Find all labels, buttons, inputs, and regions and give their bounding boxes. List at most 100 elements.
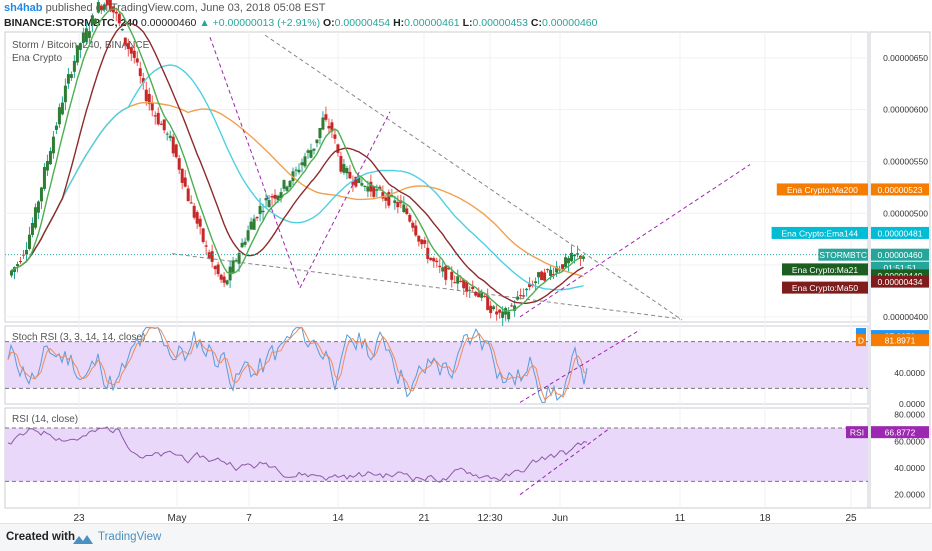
candle-body — [390, 195, 394, 197]
rsi-value-bg — [871, 426, 929, 439]
series-tag-value-bg — [871, 275, 929, 288]
series-tag-name-bg — [771, 226, 868, 239]
candle-body — [30, 222, 34, 235]
y-tick-label: 0.00000600 — [883, 105, 928, 115]
low-label: L: — [462, 17, 473, 29]
candle-body — [264, 198, 268, 201]
stoch-band — [5, 341, 868, 389]
x-tick-label: 14 — [332, 513, 344, 523]
candle-body — [132, 50, 136, 58]
candle-body — [54, 125, 58, 130]
candle-body — [540, 271, 544, 281]
rsi-tick: 20.0000 — [894, 490, 925, 500]
candle-body — [321, 117, 325, 130]
candle-body — [561, 264, 565, 269]
candle-body — [552, 273, 556, 275]
candle-body — [108, 0, 112, 12]
candle-body — [276, 195, 280, 201]
candle-body — [510, 305, 514, 307]
candle-body — [444, 265, 448, 280]
candle-body — [66, 74, 70, 84]
candle-body — [459, 280, 463, 282]
candle-body — [237, 253, 241, 264]
candle-body — [192, 205, 196, 218]
candle-body — [153, 115, 157, 117]
candle-body — [453, 282, 457, 284]
candle-body — [186, 188, 190, 202]
candle-body — [477, 292, 481, 298]
candle-body — [252, 218, 256, 230]
candle-body — [570, 252, 574, 262]
candle-body — [375, 189, 379, 191]
stoch-d-bg — [871, 334, 929, 347]
candle-body — [24, 249, 28, 255]
candle-body — [450, 271, 454, 280]
candle-body — [492, 306, 496, 310]
candle-body — [90, 15, 94, 25]
pane-frame-0 — [4, 31, 869, 323]
series-tag-value: 0.00000460 — [878, 250, 923, 260]
candle-body — [438, 265, 442, 268]
rsi-band — [5, 428, 868, 482]
candle-body — [150, 102, 154, 111]
candle-body — [207, 252, 211, 259]
candle-body — [342, 164, 346, 173]
footer: Created with TradingView — [0, 523, 932, 551]
stoch-title: Stoch RSI (3, 3, 14, 14, close) — [12, 332, 145, 343]
candle-body — [144, 89, 148, 102]
candle-body — [420, 239, 424, 245]
candle-body — [99, 6, 103, 10]
candle-body — [447, 267, 451, 270]
candle-body — [366, 186, 370, 192]
candle-body — [363, 185, 367, 187]
series-tag-value: 0.00000434 — [878, 277, 923, 287]
candle-body — [294, 169, 298, 171]
stoch-tick: 40.0000 — [894, 368, 925, 378]
tradingview-brand[interactable]: TradingView — [98, 531, 162, 543]
rsi-line — [7, 426, 588, 483]
candle-body — [522, 295, 526, 297]
candle-body — [513, 305, 517, 311]
candle-body — [468, 289, 472, 291]
candle-body — [243, 241, 247, 245]
candle-body — [135, 58, 139, 63]
candle-body — [258, 205, 262, 215]
series-tag-name-bg — [782, 263, 868, 276]
symbol-line: BINANCE:STORMBTC, 240 0.00000460 ▲ +0.00… — [4, 17, 597, 29]
candle-body — [45, 160, 49, 171]
candle-body — [147, 93, 151, 105]
x-tick-label: 21 — [418, 513, 430, 523]
candle-body — [327, 125, 331, 129]
candle-body — [210, 251, 214, 262]
candle-body — [93, 18, 97, 25]
candle-body — [303, 156, 307, 167]
candle-body — [372, 186, 376, 197]
close-value: 0.00000460 — [542, 17, 598, 29]
chart-canvas[interactable]: 23 May 7 14 21 12:30 Jun 11 18 25 0.00000400 0.0000… — [0, 0, 932, 523]
rsi-title: RSI (14, close) — [12, 414, 78, 425]
candle-body — [39, 187, 43, 202]
candle-body — [240, 242, 244, 248]
candle-body — [369, 181, 373, 192]
candle-body — [354, 176, 358, 187]
candle-body — [15, 264, 19, 266]
rsi-value: 66.8772 — [885, 428, 916, 438]
series-tag-value-bg — [871, 183, 929, 196]
candle-body — [204, 245, 208, 247]
candle-body — [336, 144, 340, 153]
candle-body — [555, 266, 559, 273]
candle-body — [339, 156, 343, 172]
candle-body — [57, 107, 61, 125]
open-value: 0.00000454 — [334, 17, 391, 29]
x-tick-label: May — [168, 513, 187, 523]
candle-body — [267, 200, 271, 208]
author-link[interactable]: sh4hab — [4, 2, 43, 14]
series-tag-name-bg — [776, 183, 868, 196]
stoch-k-badge — [856, 328, 866, 339]
candle-body — [156, 112, 160, 125]
candle-body — [270, 196, 274, 198]
candle-body — [225, 280, 229, 285]
candle-body — [231, 260, 235, 273]
candle-body — [282, 180, 286, 189]
candle-body — [27, 234, 31, 250]
